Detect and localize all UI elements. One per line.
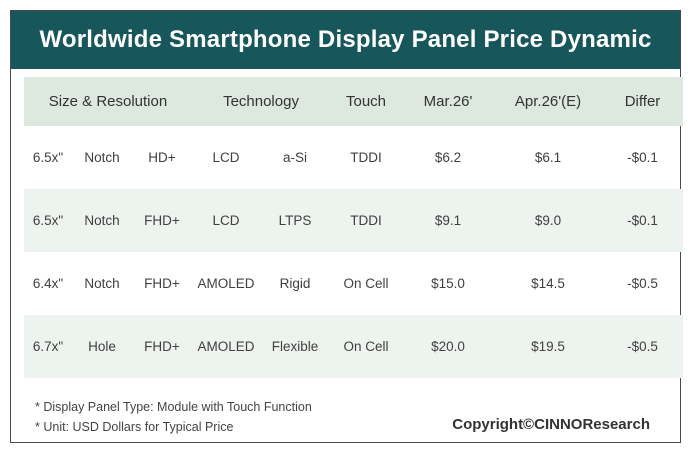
cell-substrate: Rigid bbox=[279, 276, 311, 291]
table-row: 6.5x" Notch FHD+ LCD LTPS TDDI $9.1 $9.0… bbox=[24, 189, 684, 252]
price-table: Size & Resolution Technology Touch Mar.2… bbox=[24, 77, 684, 378]
header-technology: Technology bbox=[223, 93, 299, 110]
cell-resolution: FHD+ bbox=[144, 276, 180, 291]
footnote-unit: * Unit: USD Dollars for Typical Price bbox=[35, 420, 234, 434]
cell-resolution: HD+ bbox=[148, 150, 176, 165]
cell-form: Hole bbox=[88, 339, 116, 354]
cell-size: 6.4x" bbox=[32, 276, 64, 291]
header-mar: Mar.26' bbox=[423, 93, 473, 110]
footnotes: * Display Panel Type: Module with Touch … bbox=[35, 397, 312, 437]
header-touch: Touch bbox=[346, 93, 387, 110]
header-apr: Apr.26'(E) bbox=[514, 93, 582, 110]
table-row: 6.7x" Hole FHD+ AMOLED Flexible On Cell … bbox=[24, 315, 684, 378]
cell-apr-price: $6.1 bbox=[534, 150, 562, 165]
cell-form: Notch bbox=[84, 276, 120, 291]
copyright-text: Copyright©CINNOResearch bbox=[452, 416, 650, 433]
cell-touch: TDDI bbox=[350, 213, 382, 228]
cell-form: Notch bbox=[84, 213, 120, 228]
cell-form: Notch bbox=[84, 150, 120, 165]
cell-mar-price: $9.1 bbox=[434, 213, 462, 228]
cell-differ: -$0.1 bbox=[627, 213, 658, 228]
cell-resolution: FHD+ bbox=[144, 339, 180, 354]
table-row: 6.4x" Notch FHD+ AMOLED Rigid On Cell $1… bbox=[24, 252, 683, 315]
cell-mar-price: $20.0 bbox=[431, 339, 465, 354]
cell-technology: AMOLED bbox=[197, 276, 255, 291]
infographic-frame: Worldwide Smartphone Display Panel Price… bbox=[10, 10, 684, 443]
cell-differ: -$0.5 bbox=[627, 339, 658, 354]
cell-apr-price: $14.5 bbox=[531, 276, 565, 291]
cell-touch: TDDI bbox=[350, 150, 382, 165]
cell-apr-price: $9.0 bbox=[534, 213, 562, 228]
cell-touch: On Cell bbox=[343, 276, 389, 291]
cell-differ: -$0.5 bbox=[627, 276, 658, 291]
cell-size: 6.7x" bbox=[32, 339, 64, 354]
cell-technology: LCD bbox=[212, 150, 240, 165]
cell-apr-price: $19.5 bbox=[531, 339, 565, 354]
cell-touch: On Cell bbox=[343, 339, 389, 354]
cell-technology: LCD bbox=[212, 213, 240, 228]
cell-mar-price: $15.0 bbox=[431, 276, 465, 291]
header-differ: Differ bbox=[624, 93, 661, 110]
cell-mar-price: $6.2 bbox=[434, 150, 462, 165]
title-banner: Worldwide Smartphone Display Panel Price… bbox=[11, 11, 680, 69]
cell-differ: -$0.1 bbox=[627, 150, 658, 165]
header-size-resolution: Size & Resolution bbox=[48, 93, 168, 110]
cell-size: 6.5x" bbox=[32, 213, 64, 228]
cell-substrate: LTPS bbox=[278, 213, 312, 228]
cell-resolution: FHD+ bbox=[144, 213, 180, 228]
table-row: 6.5x" Notch HD+ LCD a-Si TDDI $6.2 $6.1 … bbox=[24, 126, 683, 189]
footnote-panel-type: * Display Panel Type: Module with Touch … bbox=[35, 400, 312, 414]
cell-size: 6.5x" bbox=[32, 150, 64, 165]
cell-substrate: a-Si bbox=[283, 150, 308, 165]
title: Worldwide Smartphone Display Panel Price… bbox=[39, 26, 652, 53]
cell-substrate: Flexible bbox=[271, 339, 319, 354]
cell-technology: AMOLED bbox=[197, 339, 255, 354]
header-row: Size & Resolution Technology Touch Mar.2… bbox=[24, 77, 684, 126]
